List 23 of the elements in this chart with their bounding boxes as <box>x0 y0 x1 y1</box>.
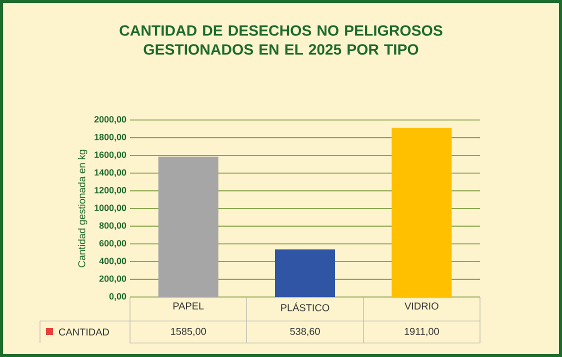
data-label: 538,60 <box>290 328 320 336</box>
text: CANTIDAD <box>59 328 109 336</box>
y-tick-label: 1200,00 <box>94 186 126 195</box>
y-tick-label: 800,00 <box>99 222 126 230</box>
bar <box>158 156 218 297</box>
y-tick-label: 1600,00 <box>94 152 126 160</box>
bar <box>275 249 336 297</box>
y-tick-label: 1000,00 <box>94 204 126 212</box>
y-tick-label: 0,00 <box>109 293 126 301</box>
y-axis-title: Cantidad gestionada en kg <box>78 150 88 268</box>
y-tick-label: 1800,00 <box>94 134 126 142</box>
data-label: 1911,00 <box>404 328 439 336</box>
x-tick-label: PAPEL <box>173 302 204 310</box>
bar <box>392 128 452 297</box>
x-tick-label: VIDRIO <box>404 302 438 310</box>
y-tick-label: 200,00 <box>99 275 126 284</box>
data-label: 1585,00 <box>171 328 206 336</box>
y-tick-label: 1400,00 <box>94 169 126 177</box>
y-tick-label: 400,00 <box>99 258 126 266</box>
chart-title: CANTIDAD DE DESECHOS NO PELIGROSOS GESTIONADOS EN EL 2025 POR TIPO <box>120 25 442 55</box>
y-tick-label: 2000,00 <box>94 116 126 124</box>
x-tick-label: PLÁSTICO <box>281 302 330 312</box>
y-tick-label: 600,00 <box>99 240 126 248</box>
